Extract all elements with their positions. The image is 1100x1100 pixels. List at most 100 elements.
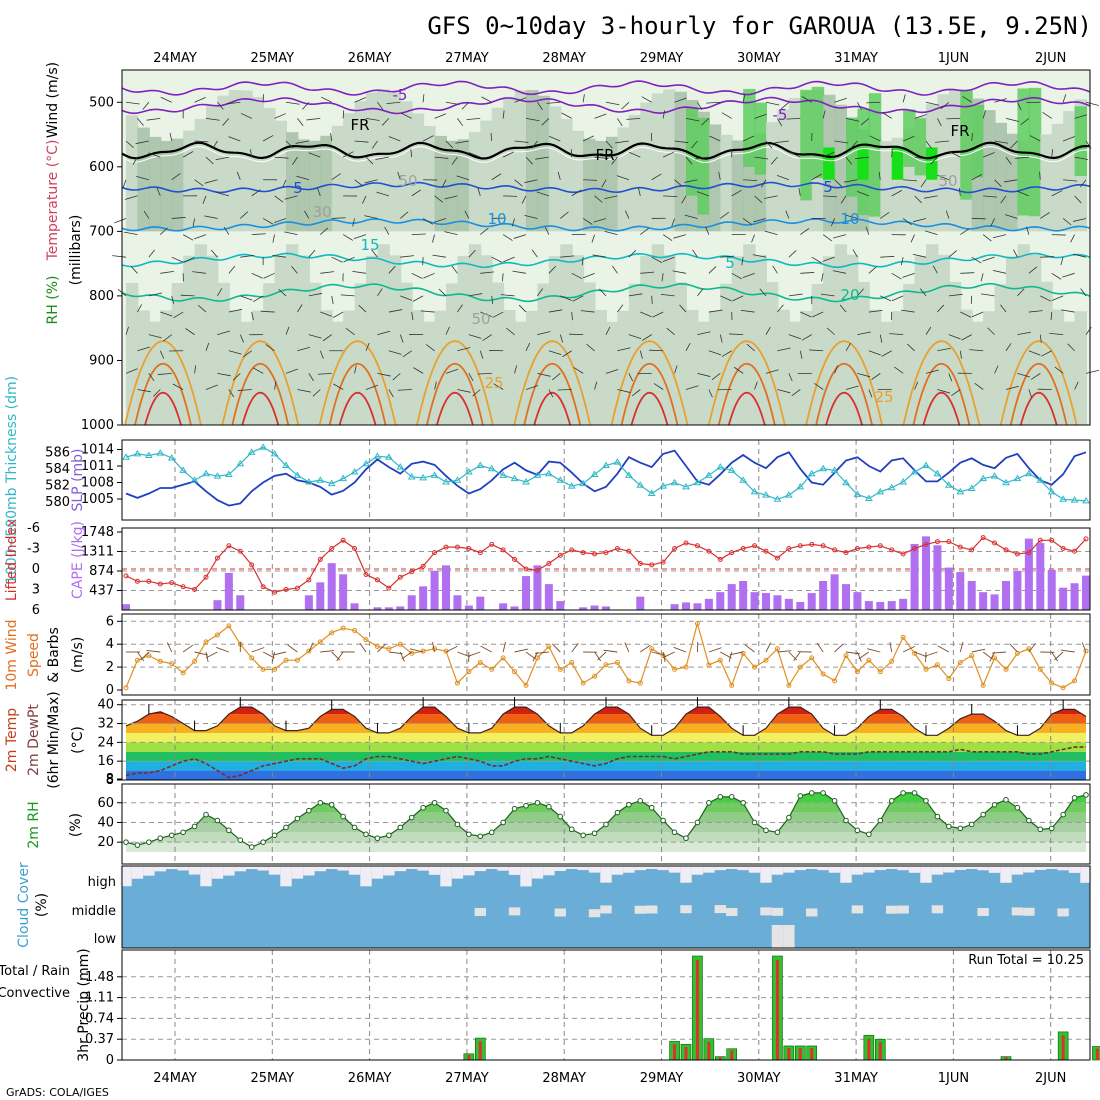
- wind-barb: [1030, 373, 1041, 380]
- wind-barb: [834, 97, 847, 103]
- wind-barb: [729, 651, 744, 656]
- wind-barb: [894, 366, 904, 374]
- wind-speed-point: [923, 666, 929, 672]
- wind-barb: [365, 118, 380, 121]
- rh-shade: [628, 114, 642, 232]
- wind-barb: [1014, 156, 1029, 159]
- wind-barb: [376, 191, 389, 197]
- wind-barb: [502, 642, 506, 653]
- y-tick-label: 874: [89, 564, 114, 579]
- wind-barb: [582, 135, 595, 142]
- wind-barb: [914, 156, 929, 160]
- wind-barb: [1042, 112, 1052, 119]
- rh-point: [214, 817, 221, 824]
- wind-barb: [830, 218, 835, 227]
- wind-barb: [148, 292, 163, 297]
- wind-barb: [1028, 310, 1043, 313]
- wind-barb: [411, 233, 426, 235]
- rh-point: [934, 813, 941, 820]
- wind-barb: [1074, 114, 1088, 119]
- wind-barb: [822, 110, 826, 119]
- wind-barb: [902, 218, 912, 226]
- wind-barb: [216, 191, 229, 197]
- wind-barb: [411, 311, 414, 321]
- wind-barb: [1028, 389, 1032, 398]
- cloud-high-gap: [566, 866, 578, 870]
- lifted-index-point: [923, 541, 929, 547]
- wind-barb: [960, 272, 975, 274]
- wind-barb: [340, 294, 355, 297]
- wind-barb: [160, 270, 174, 274]
- wind-barb: [960, 228, 970, 235]
- wind-barb: [923, 195, 938, 199]
- wind-barb: [605, 101, 620, 106]
- footer-credit: GrADS: COLA/IGES: [6, 1086, 109, 1099]
- wind-barb: [1040, 295, 1052, 302]
- temp-contour-arch: [610, 340, 689, 426]
- cape-bar: [967, 580, 976, 610]
- wind-barb: [889, 333, 904, 336]
- rh-point: [591, 830, 598, 837]
- wind-speed-point: [832, 678, 838, 684]
- wind-barb: [502, 234, 513, 241]
- wind-barb: [719, 334, 723, 343]
- thickness-point: [979, 474, 988, 482]
- wind-barb: [392, 373, 401, 381]
- wind-speed-point: [957, 660, 963, 666]
- wind-barb: [451, 156, 458, 165]
- cape-bar: [910, 543, 919, 610]
- wind-speed-point: [740, 650, 746, 656]
- wind-barb: [868, 389, 873, 398]
- lifted-index-point: [489, 541, 495, 547]
- wind-barb: [948, 334, 961, 340]
- wind-barb: [935, 140, 949, 143]
- wind-barb: [626, 118, 641, 120]
- wind-barb: [552, 373, 561, 381]
- rh-shade: [743, 244, 756, 425]
- thickness-point: [259, 443, 268, 450]
- rh-point: [614, 809, 621, 816]
- cloud-high-gap: [931, 866, 944, 875]
- wind-speed-point: [912, 650, 918, 656]
- rh-point: [168, 832, 175, 839]
- wind-barb: [860, 118, 870, 126]
- wind-barb: [628, 334, 642, 339]
- wind-speed-point: [397, 641, 403, 647]
- wind-barb: [649, 349, 664, 352]
- wind-barb: [320, 227, 329, 235]
- lifted-index-point: [592, 551, 598, 557]
- wind-barb: [937, 174, 950, 181]
- wind-barb: [925, 101, 940, 106]
- slp-axis-label: SLP (mb): [70, 448, 86, 511]
- precip-convective-bar: [684, 1047, 688, 1060]
- wind-barb: [320, 96, 332, 103]
- wind-barb: [679, 304, 687, 313]
- thickness-point: [510, 474, 519, 482]
- wind-barb: [511, 218, 515, 227]
- wind-barb: [537, 331, 551, 336]
- wind-barb: [352, 218, 355, 227]
- wind-barb: [491, 256, 503, 263]
- wind-barb: [1000, 304, 1007, 313]
- wind-barb: [237, 389, 252, 391]
- cloud-high-gap: [543, 866, 555, 876]
- cloud-high-gap: [657, 866, 669, 871]
- wind-barb: [432, 254, 447, 258]
- rh-shade: [491, 282, 505, 425]
- wind-barb: [940, 101, 950, 110]
- wind-barb: [204, 179, 218, 184]
- rh-shade: [560, 119, 573, 232]
- wind-barb: [377, 288, 383, 297]
- cloud-level-label: high: [88, 875, 116, 890]
- cape-bar: [213, 600, 222, 610]
- wind-barb: [912, 253, 927, 258]
- wind-barb: [628, 373, 634, 382]
- lifted-index-point: [1014, 551, 1020, 557]
- rh-point: [237, 837, 244, 843]
- wind-barb: [1060, 649, 1075, 653]
- temp-contour-arch: [328, 362, 387, 426]
- wind-barb: [746, 343, 755, 352]
- rh-shade: [697, 321, 710, 425]
- wind-barb: [948, 250, 957, 258]
